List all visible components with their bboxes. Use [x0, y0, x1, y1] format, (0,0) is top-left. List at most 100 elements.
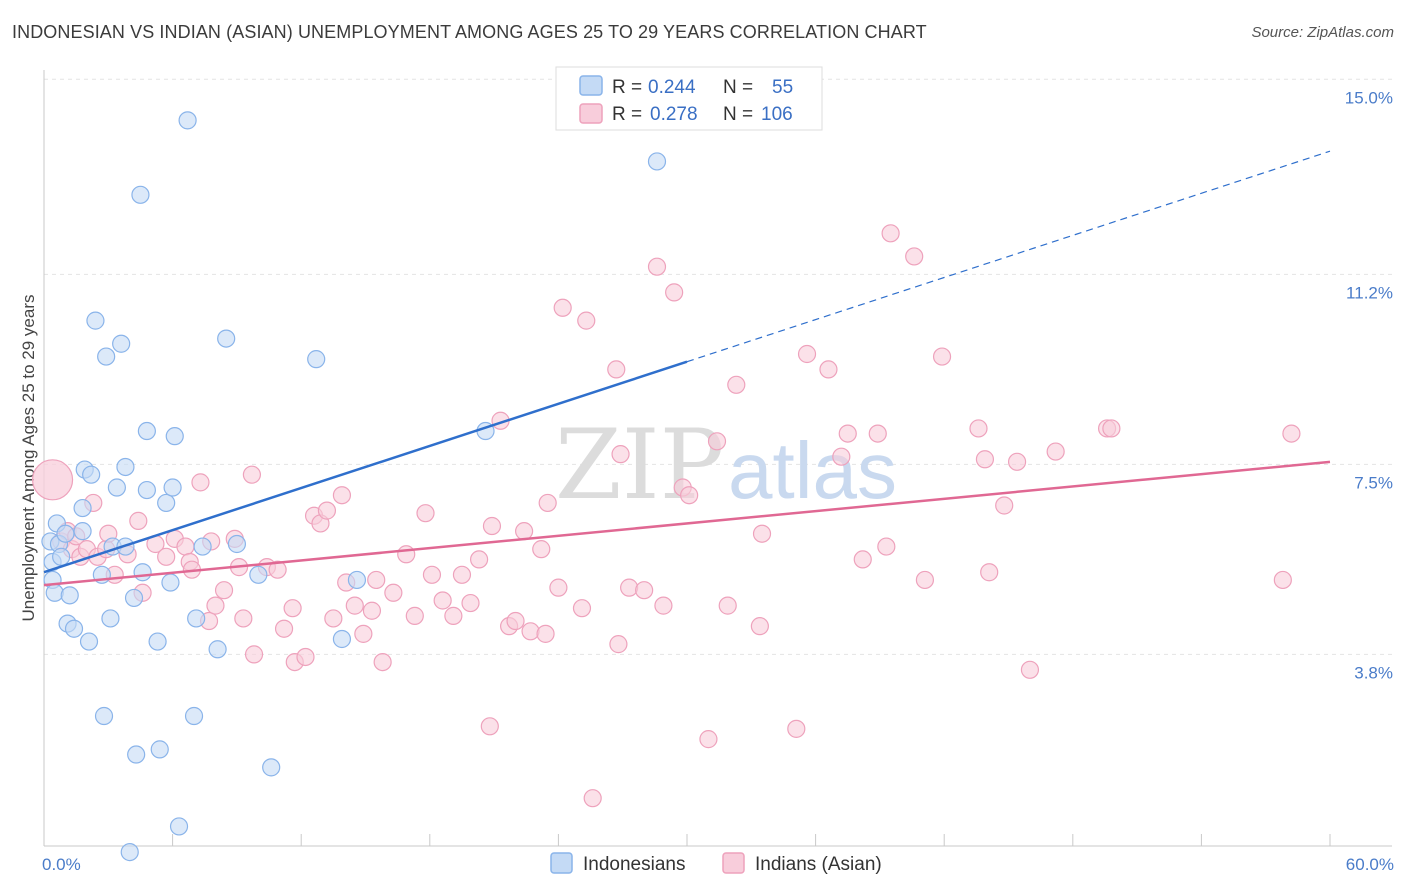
point-indians: [176, 537, 195, 556]
point-indonesians: [101, 609, 120, 628]
point-indians: [521, 622, 540, 641]
point-indians: [583, 789, 602, 808]
point-indians: [416, 504, 435, 523]
point-indians: [819, 360, 838, 379]
point-indians: [480, 717, 499, 736]
y-tick-label: 7.5%: [1354, 473, 1393, 492]
point-indians: [283, 599, 302, 618]
point-indonesians: [137, 421, 156, 441]
point-indonesians: [127, 745, 146, 764]
point-indians: [868, 424, 887, 443]
watermark: ZIP atlas: [555, 409, 897, 521]
point-indians: [1007, 452, 1027, 471]
point-indonesians: [178, 111, 197, 130]
point-indonesians: [184, 706, 204, 726]
point-indians: [345, 596, 364, 615]
point-indians: [975, 450, 995, 469]
point-indonesians: [647, 152, 667, 171]
point-indians: [877, 537, 896, 556]
point-indians: [553, 298, 572, 317]
point-indians: [515, 522, 534, 541]
point-indians: [129, 511, 148, 530]
point-indians: [532, 540, 551, 559]
point-indonesians: [97, 347, 116, 366]
x-ticks: [43, 834, 1331, 846]
point-indonesians: [208, 640, 227, 659]
point-indonesians: [262, 758, 281, 777]
point-indians: [1046, 442, 1065, 461]
legend-n-label-1: N =: [723, 77, 753, 98]
legend-r-value-1: 0.244: [648, 77, 696, 98]
point-indonesians: [45, 583, 64, 602]
data-points: [31, 111, 1301, 862]
point-indians: [362, 601, 382, 620]
point-indonesians: [150, 740, 169, 759]
point-indians: [549, 578, 568, 597]
point-indonesians: [307, 350, 326, 369]
y-axis-label: Unemployment Among Ages 25 to 29 years: [19, 295, 38, 622]
point-indians: [191, 473, 210, 492]
point-indians: [482, 516, 502, 536]
point-indonesians: [107, 478, 126, 497]
x-tick-max: 60.0%: [1346, 855, 1394, 874]
gridlines: [44, 78, 1392, 655]
point-indians: [354, 624, 373, 643]
point-indians: [654, 596, 673, 615]
watermark-atlas: atlas: [728, 426, 897, 515]
point-indians: [433, 591, 452, 610]
point-indonesians: [161, 573, 180, 592]
point-indonesians: [120, 842, 139, 862]
point-indians: [1282, 424, 1301, 443]
point-indians: [452, 565, 472, 584]
bottom-legend: Indonesians Indians (Asian): [550, 852, 882, 875]
point-indians: [787, 719, 806, 738]
chart-title: INDONESIAN VS INDIAN (ASIAN) UNEMPLOYMEN…: [12, 22, 927, 42]
point-indonesians: [193, 537, 212, 556]
point-indians: [461, 593, 480, 613]
source-label: Source: ZipAtlas.com: [1251, 24, 1394, 41]
point-indonesians: [52, 547, 71, 566]
legend-n-value-2: 106: [761, 104, 793, 125]
legend-swatch-indians: [579, 103, 603, 124]
point-indians: [699, 730, 718, 749]
trend-line-indians: [43, 460, 1331, 587]
point-indonesians: [82, 465, 101, 484]
point-indonesians: [187, 609, 206, 628]
legend-r-value-2: 0.278: [650, 104, 698, 125]
point-indians: [718, 596, 737, 615]
point-indians: [797, 344, 817, 364]
y-tick-labels: 3.8% 7.5% 11.2% 15.0%: [1345, 88, 1393, 682]
legend-r-label-1: R =: [612, 77, 642, 98]
point-indians: [324, 609, 343, 628]
bottom-legend-indonesians: Indonesians: [583, 854, 685, 875]
point-indians: [538, 493, 557, 513]
point-indians: [969, 419, 988, 438]
point-indians: [332, 486, 352, 505]
point-indians: [980, 563, 999, 582]
y-tick-label: 11.2%: [1346, 283, 1393, 302]
point-indians: [620, 578, 639, 597]
point-indians: [469, 550, 489, 569]
point-indians: [506, 611, 525, 631]
legend-n-value-1: 55: [772, 77, 793, 98]
point-indonesians: [148, 632, 167, 651]
point-indians: [832, 447, 851, 466]
point-indonesians: [73, 522, 92, 541]
point-indonesians: [332, 629, 352, 649]
point-indonesians: [94, 706, 114, 726]
point-indians: [268, 560, 287, 579]
point-indonesians: [347, 570, 367, 590]
point-indians: [317, 501, 337, 520]
point-indians: [635, 581, 654, 600]
point-indians: [536, 624, 555, 643]
point-indonesians: [131, 185, 150, 204]
point-indonesians: [73, 498, 92, 518]
point-indonesians: [163, 478, 182, 497]
point-indonesians: [165, 427, 184, 446]
point-indonesians: [217, 329, 236, 348]
point-indians: [905, 247, 924, 266]
bottom-legend-swatch-indonesians: [550, 852, 573, 874]
point-indonesians: [157, 493, 176, 513]
point-indonesians: [137, 480, 156, 500]
